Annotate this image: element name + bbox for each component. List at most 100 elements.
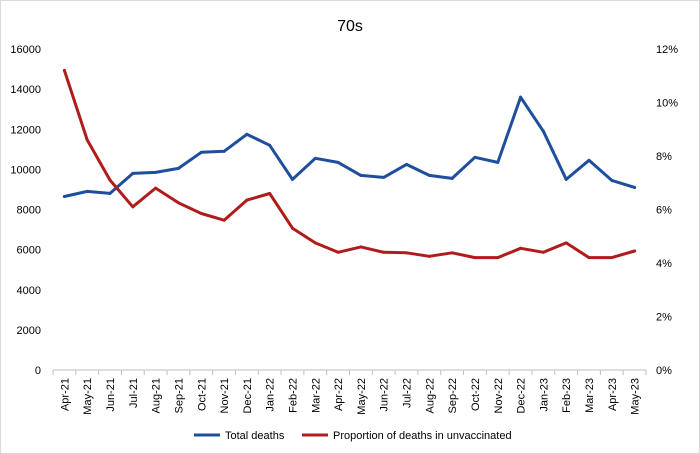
unvaccinated-proportion-point — [610, 256, 614, 260]
total-deaths-point — [610, 178, 614, 182]
unvaccinated-proportion-point — [336, 250, 340, 254]
left-tick-label: 4000 — [17, 285, 41, 297]
unvaccinated-proportion-point — [108, 178, 112, 182]
unvaccinated-proportion-point — [496, 256, 500, 260]
total-deaths-point — [405, 162, 409, 166]
total-deaths-point — [176, 166, 180, 170]
x-tick-label: Sep-22 — [447, 378, 459, 413]
unvaccinated-proportion-point — [245, 198, 249, 202]
right-tick-label: 4% — [656, 258, 672, 270]
unvaccinated-proportion-point — [473, 256, 477, 260]
x-tick-label: Aug-21 — [151, 378, 163, 413]
x-tick-label: Jun-21 — [105, 378, 117, 412]
chart-title: 70s — [337, 18, 363, 35]
x-tick-label: May-21 — [82, 378, 94, 415]
total-deaths-point — [131, 171, 135, 175]
right-tick-label: 12% — [656, 44, 678, 56]
unvaccinated-proportion-point — [519, 246, 523, 250]
unvaccinated-proportion-point — [427, 254, 431, 258]
total-deaths-point — [541, 129, 545, 133]
right-tick-label: 8% — [656, 151, 672, 163]
right-tick-label: 2% — [656, 312, 672, 324]
unvaccinated-proportion-line — [62, 68, 637, 260]
total-deaths-point — [85, 189, 89, 193]
unvaccinated-proportion-point — [62, 68, 66, 72]
unvaccinated-proportion-point — [564, 241, 568, 245]
left-tick-label: 8000 — [17, 205, 41, 217]
total-deaths-point — [587, 158, 591, 162]
unvaccinated-proportion-point — [131, 205, 135, 209]
total-deaths-point — [62, 194, 66, 198]
left-axis: 0 2000 4000 6000 8000 10000 12000 14000 16000 — [10, 44, 41, 377]
x-tick-label: Apr-22 — [333, 378, 345, 411]
total-deaths-point — [564, 177, 568, 181]
x-tick-label: Jul-22 — [402, 378, 414, 408]
x-tick-label: Jan-23 — [538, 378, 550, 412]
total-deaths-point — [245, 132, 249, 136]
x-tick-label: Nov-22 — [493, 378, 505, 413]
unvaccinated-proportion-point — [359, 245, 363, 249]
right-tick-label: 6% — [656, 205, 672, 217]
x-tick-label: May-23 — [630, 378, 642, 415]
unvaccinated-proportion-point — [199, 212, 203, 216]
left-tick-label: 6000 — [17, 245, 41, 257]
right-tick-label: 10% — [656, 98, 678, 110]
legend-label: Total deaths — [225, 430, 285, 442]
x-tick-label: Aug-22 — [424, 378, 436, 413]
left-tick-label: 16000 — [10, 44, 41, 56]
total-deaths-point — [359, 173, 363, 177]
unvaccinated-proportion-point — [633, 249, 637, 253]
total-deaths-point — [313, 156, 317, 160]
x-tick-label: Oct-22 — [470, 378, 482, 411]
x-tick-label: Mar-23 — [584, 378, 596, 413]
total-deaths-point — [519, 95, 523, 99]
legend-label: Proportion of deaths in unvaccinated — [333, 430, 512, 442]
unvaccinated-proportion-point — [450, 251, 454, 255]
left-tick-label: 0 — [35, 365, 41, 377]
x-tick-label: Jan-22 — [265, 378, 277, 412]
x-axis: Apr-21 May-21 Jun-21 Jul-21 Aug-21 Sep-21 Oct-… — [52, 369, 647, 415]
total-deaths-point — [222, 149, 226, 153]
x-tick-label: Mar-22 — [310, 378, 322, 413]
total-deaths-point — [473, 155, 477, 159]
total-deaths-point — [633, 185, 637, 189]
unvaccinated-proportion-point — [290, 226, 294, 230]
x-tick-label: Feb-23 — [561, 378, 573, 413]
x-tick-label: Apr-23 — [607, 378, 619, 411]
unvaccinated-proportion-point — [313, 241, 317, 245]
unvaccinated-proportion-point — [587, 256, 591, 260]
x-tick-label: Oct-21 — [196, 378, 208, 411]
total-deaths-point — [290, 177, 294, 181]
total-deaths-point — [268, 143, 272, 147]
total-deaths-point — [336, 160, 340, 164]
x-tick-label: Apr-21 — [59, 378, 71, 411]
total-deaths-line — [62, 95, 637, 198]
total-deaths-point — [450, 176, 454, 180]
right-axis: 0% 2% 4% 6% 8% 10% 12% — [656, 44, 678, 377]
total-deaths-point — [496, 160, 500, 164]
legend: Total deaths Proportion of deaths in unva… — [194, 430, 512, 442]
unvaccinated-proportion-point — [85, 138, 89, 142]
total-deaths-point — [382, 175, 386, 179]
left-tick-label: 14000 — [10, 84, 41, 96]
x-tick-label: Jul-21 — [128, 378, 140, 408]
unvaccinated-proportion-point — [405, 251, 409, 255]
total-deaths-point — [199, 150, 203, 154]
left-tick-label: 12000 — [10, 124, 41, 136]
unvaccinated-proportion-point — [154, 186, 158, 190]
x-tick-label: Nov-21 — [219, 378, 231, 413]
x-tick-label: Dec-21 — [242, 378, 254, 413]
unvaccinated-proportion-point — [222, 218, 226, 222]
left-tick-label: 2000 — [17, 325, 41, 337]
x-tick-label: Sep-21 — [173, 378, 185, 413]
unvaccinated-proportion-point — [382, 250, 386, 254]
unvaccinated-proportion-point — [541, 250, 545, 254]
x-tick-label: Jun-22 — [379, 378, 391, 412]
x-tick-label: Dec-22 — [516, 378, 528, 413]
right-tick-label: 0% — [656, 365, 672, 377]
series-layer — [62, 68, 637, 260]
unvaccinated-proportion-point — [268, 191, 272, 195]
x-tick-label: May-22 — [356, 378, 368, 415]
